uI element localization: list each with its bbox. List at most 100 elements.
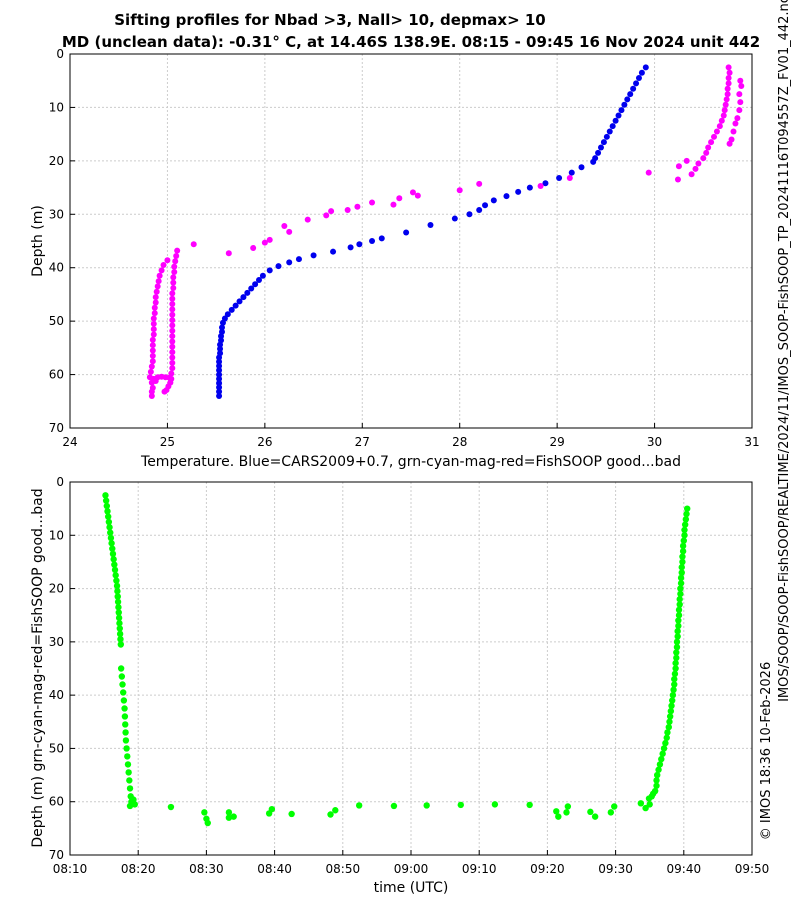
y-tick-label: 40 [49,261,64,275]
data-point [409,189,416,196]
data-point [603,133,610,140]
top-data-points [146,64,745,399]
data-point [675,163,682,170]
x-tick-label: 31 [744,435,759,449]
data-point [152,377,159,384]
data-point [664,729,671,736]
data-point [627,91,634,98]
data-point [295,256,302,263]
data-point [169,343,176,350]
y-tick-label: 50 [49,314,64,328]
data-point [310,252,317,259]
data-point [466,211,473,218]
data-point [677,590,684,598]
x-tick-label: 09:00 [394,862,429,876]
top-x-ticks: 24 25 26 27 28 29 30 31 [62,423,760,449]
data-point [244,289,251,296]
data-point [490,197,497,204]
x-tick-label: 09:10 [462,862,497,876]
data-point [595,149,602,156]
data-point [427,221,434,228]
data-point [679,558,686,566]
y-tick-label: 10 [49,528,64,542]
y-tick-label: 0 [56,475,64,489]
data-point [230,813,237,820]
data-point [216,392,223,399]
data-point [674,176,681,183]
y-tick-label: 20 [49,582,64,596]
data-point [403,229,410,236]
data-point [123,745,130,752]
data-point [677,580,685,587]
x-tick-label: 26 [257,435,272,449]
data-point [216,375,223,382]
data-point [665,723,672,731]
data-point [171,268,178,275]
data-point [671,681,678,688]
bottom-data-points [102,492,691,827]
data-point [248,285,255,292]
data-point [673,654,680,662]
data-point [107,534,115,542]
data-point [173,252,180,259]
data-point [655,766,662,773]
data-point [169,306,176,313]
data-point [736,91,743,98]
data-point [148,363,155,370]
data-point [150,331,157,338]
y-tick-label: 60 [49,368,64,382]
data-point [737,77,744,84]
data-point [228,306,235,313]
data-point [217,341,224,348]
data-point [703,149,710,156]
data-point [102,492,109,499]
data-point [672,665,679,672]
data-point [675,612,683,619]
data-point [659,750,666,757]
data-point [695,160,702,167]
data-point [660,745,668,752]
data-point [115,614,123,622]
data-point [672,659,679,667]
data-point [724,91,731,98]
data-point [725,80,732,87]
data-point [169,311,176,318]
data-point [673,649,680,656]
data-point [683,510,690,518]
data-point [553,808,560,815]
data-point [125,769,132,776]
data-point [537,182,544,189]
data-point [102,497,110,504]
data-point [732,120,739,127]
data-point [646,801,653,808]
side-timestamp: © IMOS 18:36 10-Feb-2026 [759,662,774,840]
data-point [678,564,685,571]
data-point [578,164,585,171]
data-point [130,796,137,803]
data-point [676,596,683,603]
data-point [591,813,599,820]
data-point [156,272,163,279]
top-axes-box [69,53,753,429]
data-point [526,801,533,809]
data-point [170,274,177,281]
data-point [113,577,120,584]
data-point [556,174,563,181]
data-point [232,302,239,309]
data-point [674,628,681,635]
data-point [169,295,176,302]
data-point [113,582,121,590]
data-point [708,139,715,146]
data-point [216,388,223,395]
data-point [172,258,179,265]
data-point [612,117,619,124]
data-point [683,157,690,164]
data-point [456,187,463,194]
data-point [679,553,686,560]
data-point [201,809,208,816]
data-point [671,670,679,678]
data-point [526,184,533,191]
data-point [542,180,549,187]
data-point [169,317,176,324]
data-point [149,358,156,365]
